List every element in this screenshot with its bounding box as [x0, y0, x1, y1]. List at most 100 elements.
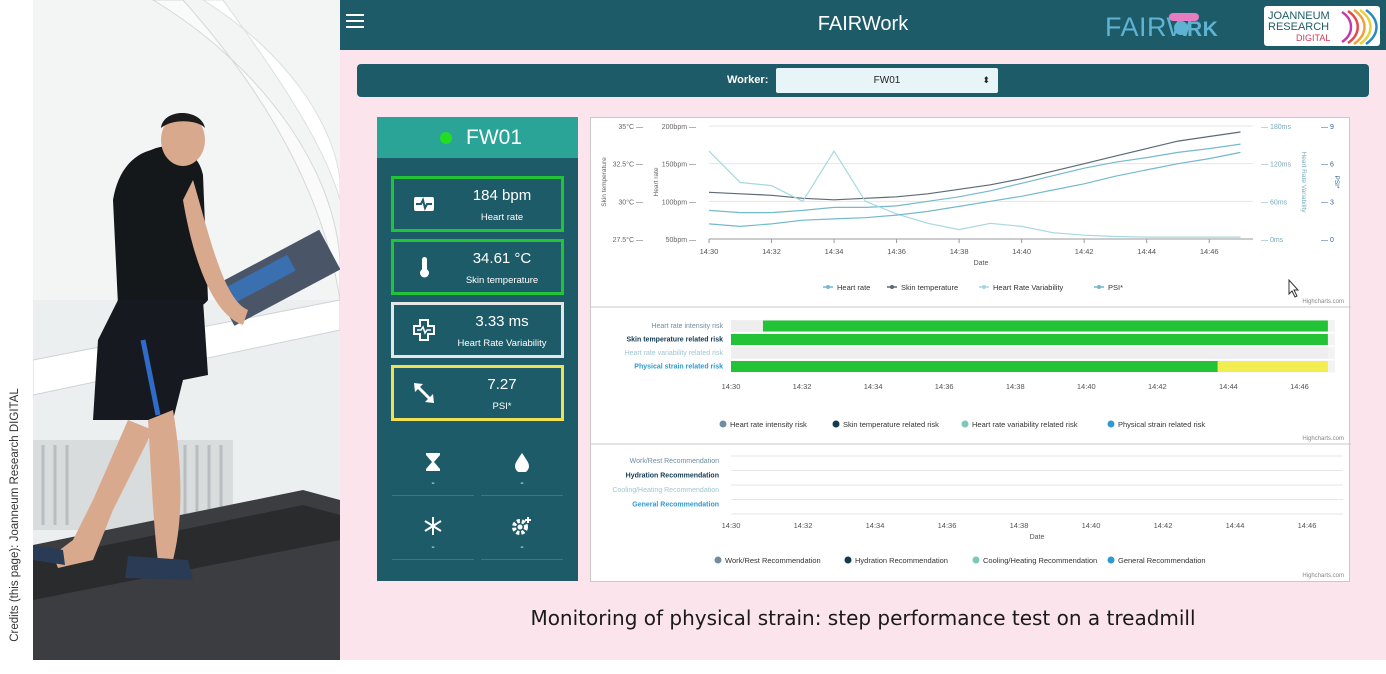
risk-bar-segment [731, 334, 1328, 345]
legend-item-skin-temperature: Skin temperature [901, 283, 958, 292]
metric-heart-rate[interactable]: 184 bpm Heart rate [391, 176, 564, 232]
hydration-indicator[interactable]: - [481, 440, 563, 496]
series-line-heart-rate-variability [708, 149, 1241, 238]
worker-name: FW01 [466, 126, 523, 149]
x-tick-label: 14:32 [794, 521, 813, 530]
recommendation-category-label: Work/Rest Recommendation [630, 458, 719, 465]
worker-select-value: FW01 [873, 75, 901, 86]
indicator-value: - [520, 542, 524, 553]
hrv-tick-label: — 0ms [1261, 237, 1284, 244]
x-axis-title: Date [974, 260, 989, 267]
heart-rate-tick-label: 200bpm — [662, 124, 696, 131]
svg-text:RESEARCH: RESEARCH [1268, 21, 1329, 33]
legend-marker [832, 420, 840, 428]
legend-item-physical-strain-related-risk: Physical strain related risk [1118, 420, 1205, 429]
general-indicator[interactable]: - [481, 504, 563, 560]
worker-panel: FW01 184 bpm Heart rate 34.61 °C Skin te… [377, 117, 578, 581]
x-tick-label: 14:32 [793, 382, 812, 391]
legend-marker [719, 420, 727, 428]
risk-category-label: Physical strain related risk [634, 364, 723, 371]
worker-label: Worker: [727, 74, 769, 86]
svg-text:JOANNEUM: JOANNEUM [1268, 10, 1330, 22]
skin-temp-tick-label: 30°C — [618, 198, 643, 206]
x-axis-title: Date [1030, 534, 1045, 541]
heart-monitor-icon [412, 193, 436, 215]
recommendation-category-label: General Recommendation [632, 502, 719, 509]
worker-selector-bar: Worker: FW01 ⬍ [357, 64, 1369, 97]
top-bar: FAIRWork FAIRW RK JOANNEUM RESEARCH DIGI… [340, 0, 1386, 50]
legend-item-psi-: PSI* [1108, 283, 1123, 292]
svg-text:RK: RK [1187, 18, 1218, 41]
risk-bar-segment [1217, 361, 1328, 372]
hrv-axis-title: Heart Rate Variability [1300, 152, 1307, 214]
risk-bar-segment [731, 347, 1328, 359]
risk-bar-segment [762, 320, 1328, 332]
legend-marker [714, 556, 722, 564]
risk-category-label: Heart rate variability related risk [625, 350, 724, 357]
fairwork-app: FAIRWork FAIRW RK JOANNEUM RESEARCH DIGI… [340, 0, 1386, 660]
psi-tick-label: — 3 [1321, 199, 1334, 206]
mouse-cursor-icon [1288, 278, 1300, 298]
metric-label: PSI* [492, 401, 512, 412]
medical-cross-icon [412, 319, 436, 341]
x-tick-label: 14:46 [1298, 521, 1317, 530]
skin-temp-tick-label: 35°C — [618, 123, 643, 131]
legend-item-heart-rate: Heart rate [837, 283, 870, 292]
legend-item-general-recommendation: General Recommendation [1118, 556, 1206, 565]
x-tick-label: 14:42 [1154, 521, 1173, 530]
skin-temp-tick-label: 32.5°C — [613, 161, 643, 169]
x-tick-label: 14:38 [1006, 382, 1025, 391]
x-tick-label: 14:32 [762, 247, 781, 256]
metric-heart-rate-variability[interactable]: 3.33 ms Heart Rate Variability [391, 302, 564, 358]
heart-rate-tick-label: 50bpm — [666, 237, 696, 244]
series-line-skin-temperature [708, 131, 1241, 201]
x-tick-label: 14:30 [700, 247, 719, 256]
x-tick-label: 14:34 [825, 247, 844, 256]
x-tick-label: 14:38 [950, 247, 969, 256]
heart-rate-tick-label: 150bpm — [662, 162, 696, 169]
hrv-tick-label: — 180ms [1261, 124, 1291, 131]
metric-value: 184 bpm [472, 187, 532, 204]
x-tick-label: 14:40 [1012, 247, 1031, 256]
legend-item-hydration-recommendation: Hydration Recommendation [855, 556, 948, 565]
app-title: FAIRWork [817, 13, 909, 35]
recommendation-chart: Work/Rest Recommendation Hydration Recomm… [612, 455, 1344, 579]
worker-panel-header: FW01 [377, 117, 578, 158]
x-tick-label: 14:36 [938, 521, 957, 530]
treadmill-photo-illustration [33, 0, 340, 660]
worker-select[interactable]: FW01 ⬍ [776, 68, 998, 93]
work-rest-indicator[interactable]: - [392, 440, 474, 496]
legend-item-heart-rate-intensity-risk: Heart rate intensity risk [730, 420, 807, 429]
fairwork-logo: FAIRW RK [1105, 9, 1225, 50]
indicator-value: - [520, 478, 524, 489]
metric-psi[interactable]: 7.27 PSI* [391, 365, 564, 421]
psi-tick-label: — 6 [1321, 162, 1334, 169]
legend-marker [961, 420, 969, 428]
photo-credit: Credits (this page): Joanneum Research D… [9, 388, 21, 642]
hamburger-menu-icon[interactable] [346, 14, 364, 28]
indicator-value: - [431, 478, 435, 489]
legend-marker [1107, 420, 1115, 428]
metric-skin-temperature[interactable]: 34.61 °C Skin temperature [391, 239, 564, 295]
water-drop-icon [481, 452, 563, 477]
joanneum-research-logo: JOANNEUM RESEARCH DIGITAL [1264, 6, 1380, 46]
skin-temp-tick-label: 27.5°C — [613, 236, 643, 244]
highcharts-credit: Highcharts.com [1302, 436, 1344, 442]
cooling-heating-indicator[interactable]: - [392, 504, 474, 560]
treadmill-photo [33, 0, 340, 660]
recommendation-category-label: Hydration Recommendation [626, 473, 719, 480]
metric-value: 3.33 ms [475, 313, 529, 330]
gear-plus-icon [481, 516, 563, 541]
expand-arrows-icon [412, 382, 436, 404]
status-dot [440, 132, 452, 144]
x-tick-label: 14:44 [1219, 382, 1238, 391]
svg-text:DIGITAL: DIGITAL [1296, 33, 1330, 43]
legend-item-heart-rate-variability: Heart Rate Variability [993, 283, 1064, 292]
psi-axis-title: PSI* [1333, 175, 1340, 188]
x-tick-label: 14:44 [1226, 521, 1245, 530]
recommendation-category-label: Cooling/Heating Recommendation [612, 487, 719, 494]
x-tick-label: 14:36 [887, 247, 906, 256]
risk-category-label: Heart rate intensity risk [651, 323, 723, 330]
thermometer-icon [412, 256, 436, 278]
